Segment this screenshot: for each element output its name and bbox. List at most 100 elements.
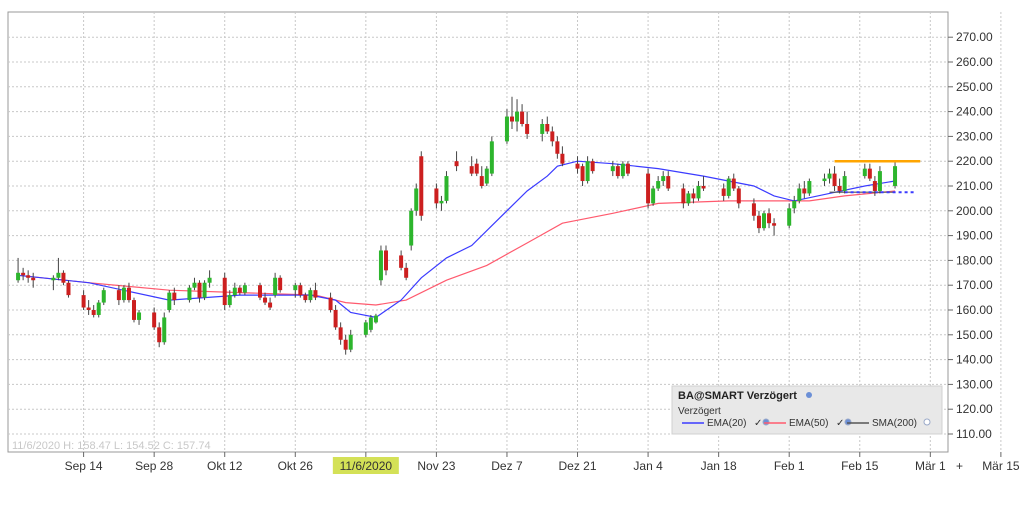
candles — [16, 96, 898, 355]
candle — [91, 305, 96, 318]
y-tick-label: 170.00 — [956, 278, 993, 292]
candle — [504, 109, 509, 144]
candle — [701, 176, 706, 191]
candle-body — [802, 188, 807, 194]
candle — [152, 307, 157, 330]
candle-body — [434, 188, 439, 204]
candle — [373, 313, 378, 324]
candle-body — [384, 250, 388, 271]
candle-body — [736, 188, 741, 204]
y-tick-label: 140.00 — [956, 353, 993, 367]
candle — [560, 146, 565, 167]
candle — [343, 334, 348, 355]
candle-body — [81, 295, 86, 308]
candle — [21, 267, 26, 281]
candle — [192, 277, 197, 291]
candle-body — [691, 193, 696, 199]
legend-check-icon[interactable]: ✓ — [836, 418, 844, 429]
x-tick-label: Dez 7 — [491, 459, 523, 473]
candle-body — [343, 339, 348, 350]
candle — [545, 116, 550, 134]
candle — [207, 270, 212, 288]
candle — [258, 282, 262, 301]
candle-body — [822, 178, 827, 182]
x-tick-label: Mär 1 — [915, 459, 946, 473]
candle — [615, 163, 620, 179]
legend-check-icon[interactable]: ✓ — [754, 418, 762, 429]
candle — [439, 195, 444, 211]
candle — [797, 183, 802, 204]
candle — [555, 136, 560, 159]
legend-toggle-icon[interactable] — [923, 418, 931, 426]
x-tick-label: Sep 28 — [135, 459, 173, 473]
legend-toggle-icon[interactable] — [844, 418, 852, 426]
candle-body — [479, 176, 484, 186]
legend-subtitle: Verzögert — [678, 406, 721, 417]
candle-body — [661, 176, 666, 182]
legend-toggle-icon[interactable] — [762, 418, 770, 426]
candle-body — [172, 292, 177, 301]
candle-body — [751, 203, 756, 216]
candle-body — [91, 310, 96, 315]
candle — [610, 161, 615, 177]
y-tick-label: 110.00 — [956, 427, 992, 441]
candle-body — [378, 250, 383, 281]
x-axis-end-marker: + — [956, 459, 963, 473]
candle-body — [16, 272, 21, 281]
y-tick-label: 220.00 — [956, 154, 993, 168]
candle — [681, 183, 686, 209]
candle-body — [474, 163, 479, 174]
candle-body — [202, 282, 207, 298]
candle — [268, 297, 273, 310]
candle-body — [232, 287, 237, 296]
candle — [333, 305, 338, 330]
candle-body — [237, 287, 242, 293]
candle-body — [86, 307, 91, 310]
candle-body — [807, 181, 812, 194]
candle-body — [656, 181, 661, 189]
legend-item-ema50[interactable]: EMA(50) — [789, 418, 828, 429]
candle — [686, 190, 691, 206]
candle — [227, 290, 232, 308]
candle — [31, 272, 36, 288]
candle-body — [419, 156, 424, 216]
x-tick-label: Feb 15 — [841, 459, 879, 473]
candle-body — [792, 200, 797, 209]
candle-body — [550, 131, 555, 142]
candle-body — [646, 173, 651, 204]
candle — [26, 270, 31, 283]
candle-body — [157, 327, 162, 343]
candle — [132, 297, 136, 323]
candle — [751, 198, 756, 221]
candle — [232, 282, 237, 298]
candle — [162, 312, 167, 345]
legend-settings-icon[interactable] — [806, 392, 812, 398]
candle-body — [328, 297, 333, 310]
candle-body — [278, 277, 283, 291]
y-tick-label: 270.00 — [956, 30, 993, 44]
candle — [187, 285, 192, 303]
candle — [792, 195, 797, 214]
legend-item-ema20[interactable]: EMA(20) — [707, 418, 746, 429]
candle-body — [767, 213, 772, 224]
candle — [328, 292, 333, 313]
candle-body — [313, 290, 318, 298]
candle — [837, 178, 842, 194]
info-line: 11/6/2020 H: 158.47 L: 154.52 C: 157.74 — [12, 440, 211, 452]
ema20-line — [18, 160, 896, 319]
candle — [832, 166, 837, 191]
candle-body — [701, 186, 706, 189]
candle — [202, 280, 207, 301]
candle — [696, 181, 701, 201]
candle-body — [187, 287, 192, 301]
candle-body — [132, 300, 136, 320]
x-tick-highlight — [332, 457, 399, 474]
candle — [479, 166, 484, 189]
candle — [540, 119, 545, 142]
plot-frame — [7, 11, 949, 453]
legend-item-sma200[interactable]: SMA(200) — [872, 418, 917, 429]
candle — [661, 171, 666, 186]
candle-body — [152, 312, 157, 328]
candle — [86, 300, 91, 315]
